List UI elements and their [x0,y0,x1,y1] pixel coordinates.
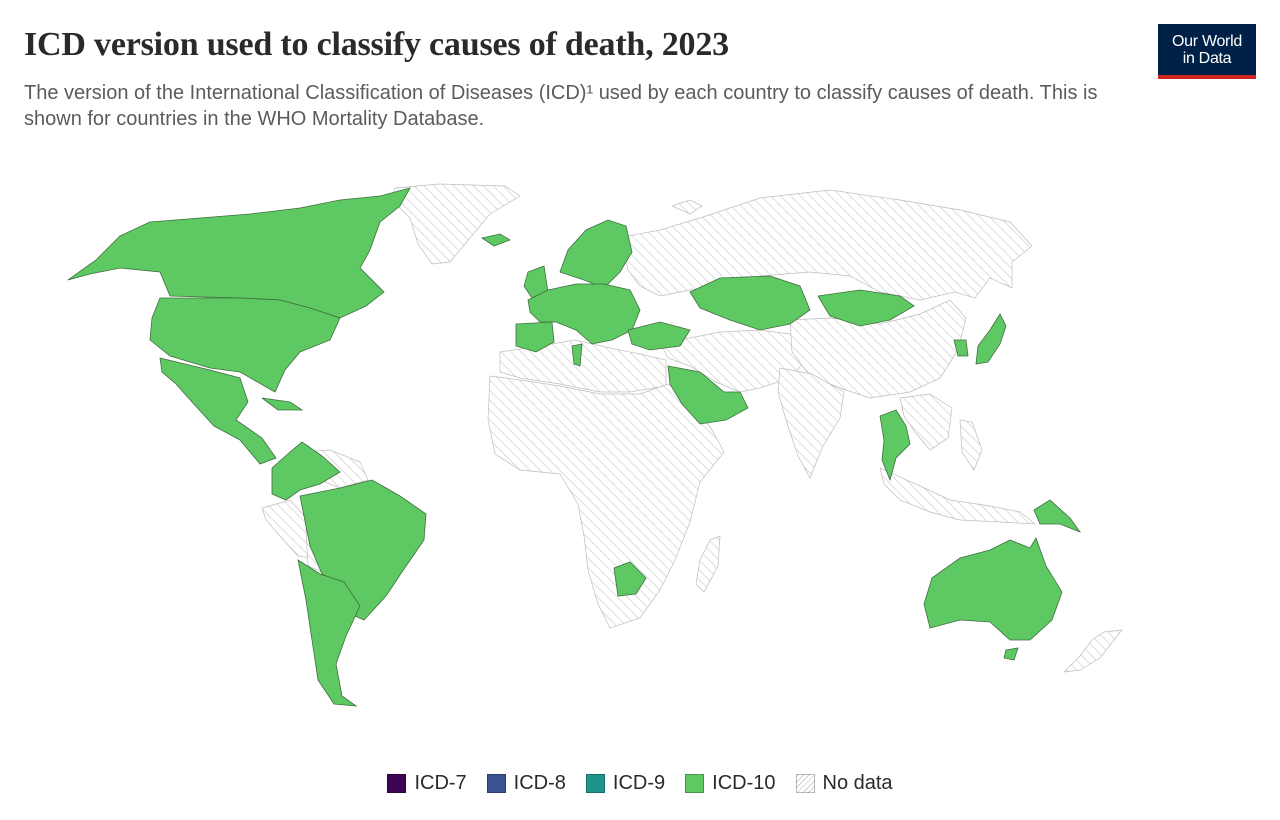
legend-item-icd9[interactable]: ICD-9 [585,772,666,795]
region-africa[interactable] [487,375,725,629]
logo-line-1: Our World [1172,32,1242,50]
legend: ICD-7 ICD-8 ICD-9 ICD-10 No data [0,772,1280,795]
legend-swatch-icd9 [585,774,605,793]
region-korea[interactable] [953,339,969,357]
region-india[interactable] [777,367,845,479]
legend-swatch-icd8 [486,774,506,793]
region-indonesia[interactable] [879,467,1037,525]
region-greenland[interactable] [391,183,521,265]
legend-label-icd10: ICD-10 [712,772,776,794]
chart-title: ICD version used to classify causes of d… [24,26,729,63]
world-map[interactable] [0,170,1180,730]
region-scandinavia[interactable] [559,219,633,289]
legend-swatch-icd10 [685,774,705,793]
region-peru[interactable] [261,499,313,559]
region-egypt-coast[interactable] [571,343,583,367]
region-canada-alaska[interactable] [67,187,411,319]
legend-label-icd9: ICD-9 [612,772,666,794]
region-iceland[interactable] [480,233,511,247]
region-southeast-asia[interactable] [899,393,953,451]
region-turkey[interactable] [627,321,691,351]
logo-line-2: in Data [1182,49,1232,67]
legend-label-no-data: No data [822,772,893,794]
region-tasmania[interactable] [1003,647,1019,661]
region-russia[interactable] [623,189,1033,301]
region-kazakhstan[interactable] [689,275,811,331]
region-australia[interactable] [923,537,1063,641]
region-colombia-venezuela[interactable] [271,441,341,501]
region-papua-new-guinea[interactable] [1033,499,1082,533]
legend-swatch-no-data [795,774,815,793]
region-madagascar[interactable] [695,535,721,593]
region-usa[interactable] [149,297,341,393]
region-new-zealand[interactable] [1063,629,1123,673]
legend-item-no-data[interactable]: No data [795,772,893,795]
region-cuba[interactable] [261,397,304,411]
legend-item-icd10[interactable]: ICD-10 [685,772,776,795]
region-svalbard[interactable] [671,199,703,215]
legend-item-icd7[interactable]: ICD-7 [387,772,467,795]
region-mexico-central-america[interactable] [159,357,277,465]
region-south-africa[interactable] [613,561,647,597]
legend-swatch-icd7 [387,774,407,793]
region-philippines[interactable] [959,419,983,471]
region-iberia[interactable] [515,321,555,353]
region-saudi-arabia[interactable] [667,365,749,425]
region-mongolia[interactable] [817,289,915,327]
owid-logo[interactable]: Our World in Data [1158,24,1256,79]
legend-item-icd8[interactable]: ICD-8 [486,772,566,795]
region-europe[interactable] [527,283,641,345]
region-japan[interactable] [975,313,1007,365]
chart-subtitle: The version of the International Classif… [24,82,1098,130]
legend-label-icd8: ICD-8 [513,772,566,794]
region-southern-cone[interactable] [297,559,361,707]
legend-label-icd7: ICD-7 [414,772,467,794]
region-thailand[interactable] [879,409,911,482]
